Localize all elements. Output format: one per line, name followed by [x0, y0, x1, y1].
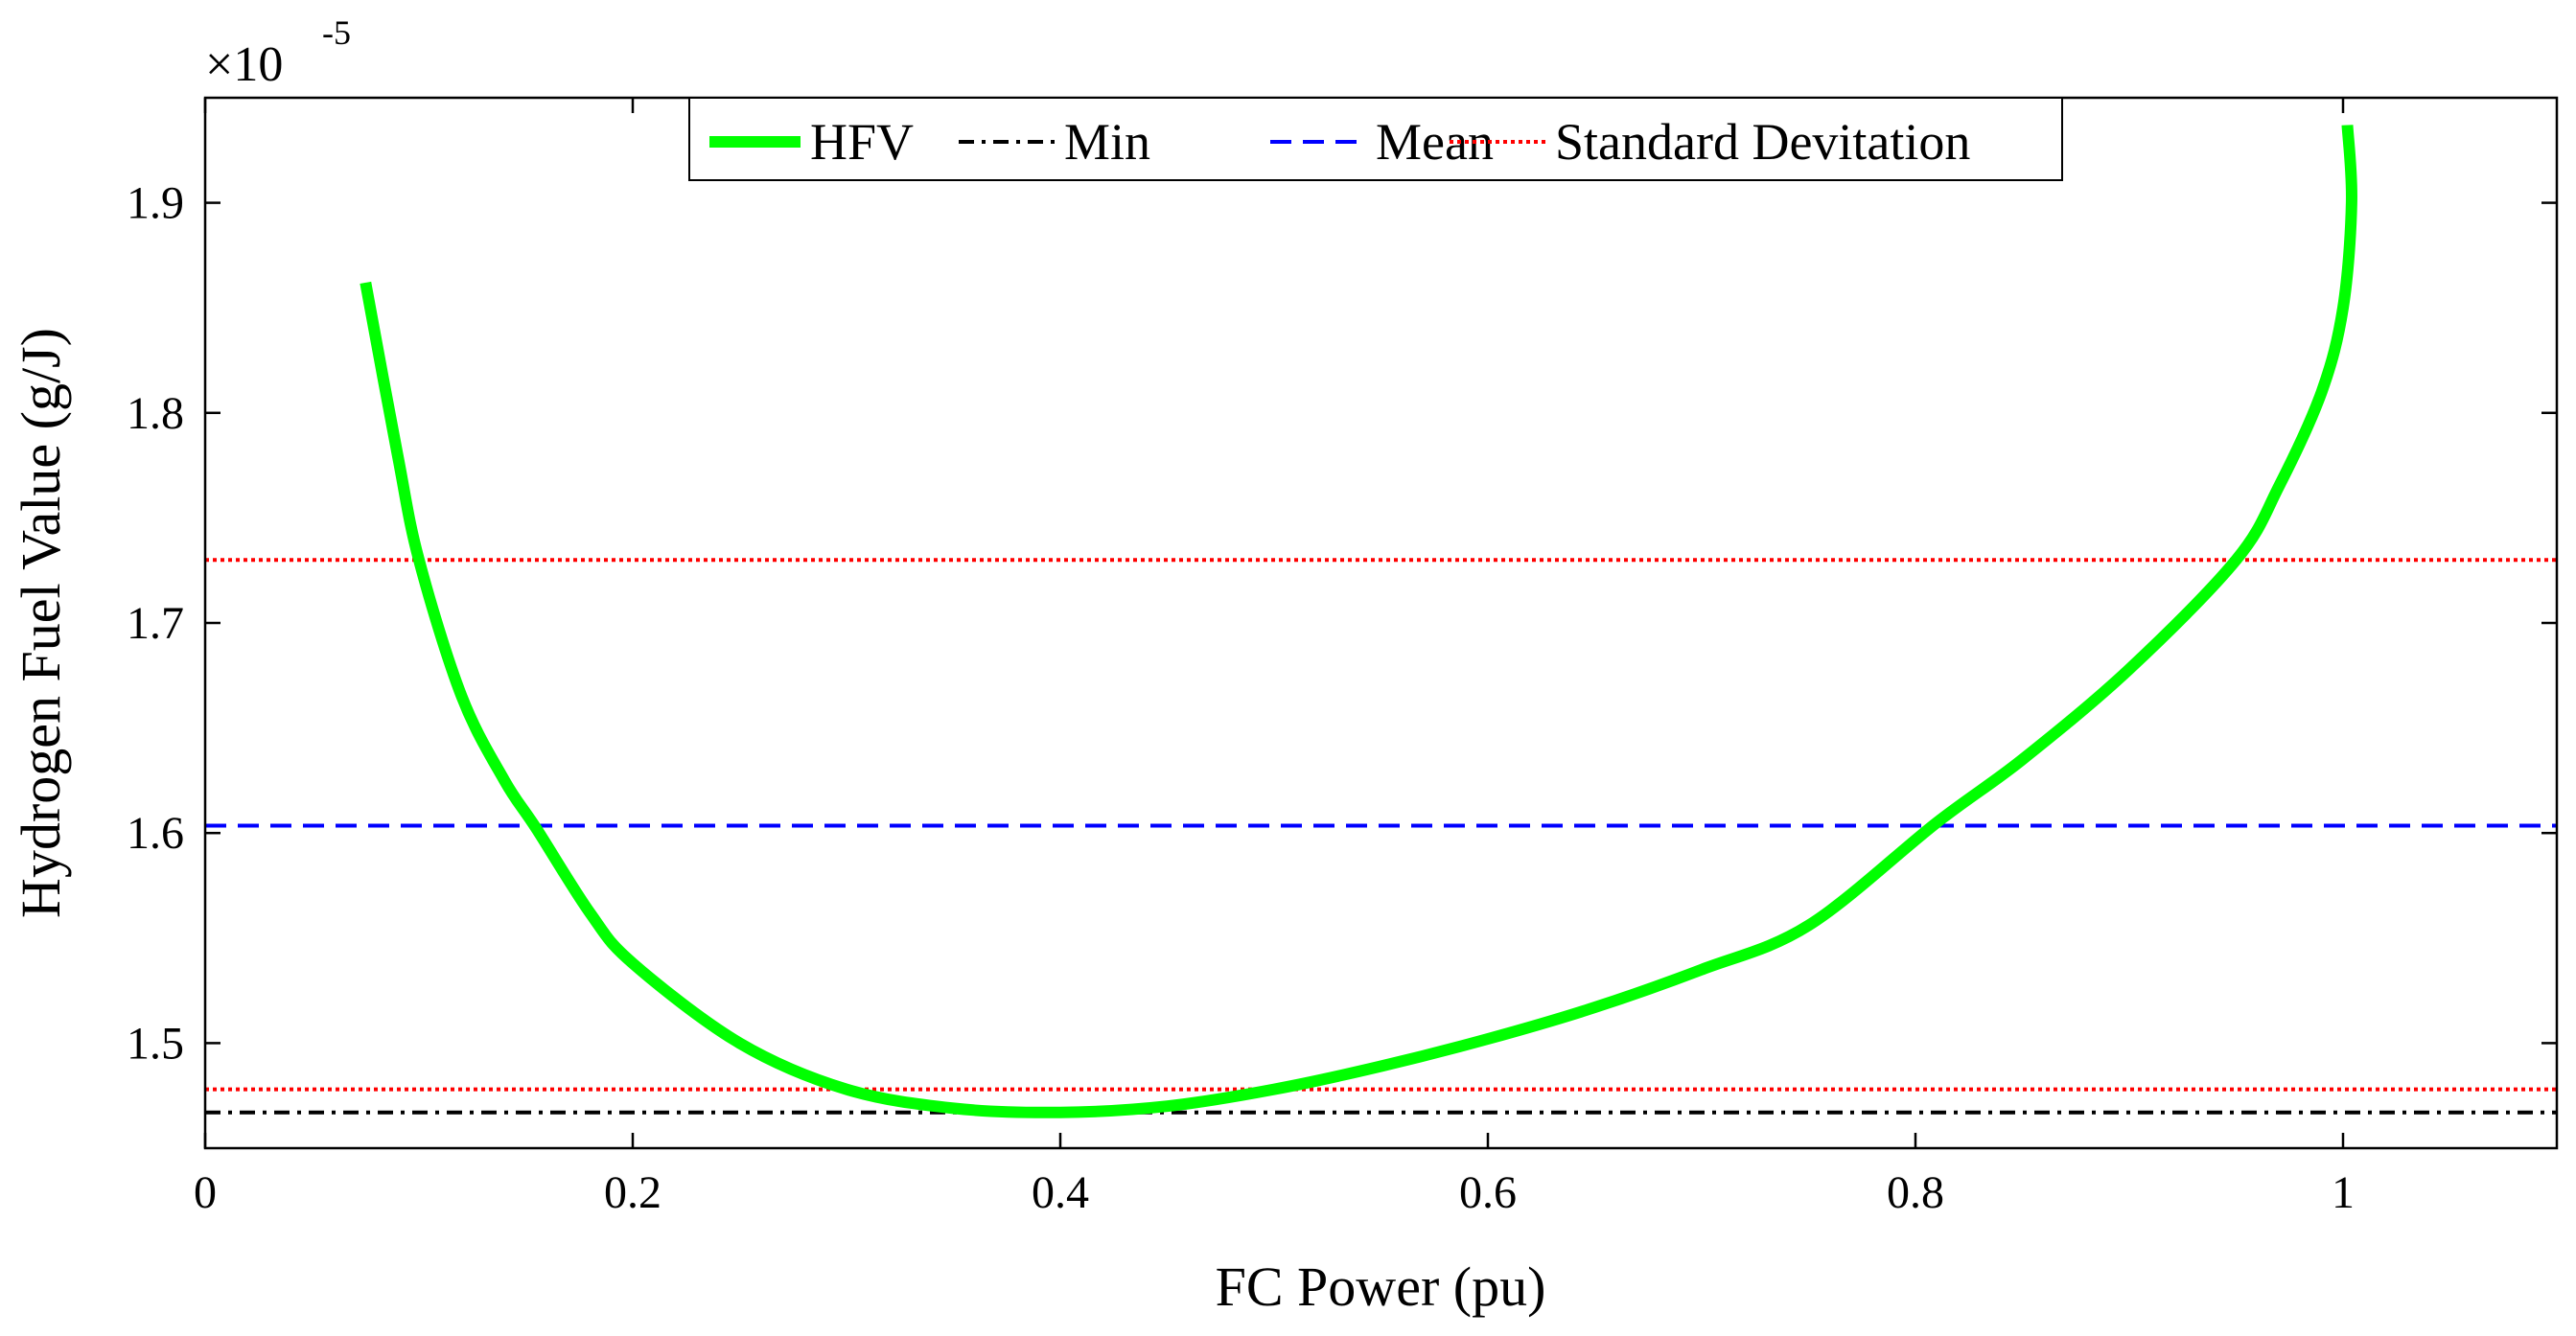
legend-label-min: Min: [1064, 113, 1150, 171]
y-tick-label: 1.8: [127, 388, 184, 439]
y-multiplier-base: ×10: [205, 37, 283, 92]
legend-label-standard-devitation: Standard Devitation: [1555, 113, 1970, 171]
hfv-curve: [360, 125, 2357, 1118]
legend-item-hfv: HFV: [709, 113, 914, 171]
plot-area: [205, 98, 2557, 1148]
x-axis-title: FC Power (pu): [1216, 1255, 1546, 1318]
legend-box: [688, 97, 2063, 181]
y-tick-label: 1.6: [127, 808, 184, 859]
y-axis-title: Hydrogen Fuel Value (g/J): [10, 328, 72, 918]
y-multiplier-exponent: -5: [322, 13, 351, 52]
x-tick-label: 0: [194, 1167, 217, 1218]
x-tick-label: 0.2: [604, 1167, 661, 1218]
y-tick-label: 1.9: [127, 178, 184, 229]
legend-item-standard-devitation: Standard Devitation: [1450, 113, 1970, 171]
legend-label-hfv: HFV: [810, 113, 914, 171]
legend-item-min: Min: [959, 113, 1150, 171]
y-tick-label: 1.7: [127, 598, 184, 649]
x-tick-label: 0.8: [1887, 1167, 1944, 1218]
legend: HFV Min Mean Standard Devitation: [688, 97, 2063, 181]
x-tick-label: 0.6: [1459, 1167, 1517, 1218]
x-tick-label: 1: [2332, 1167, 2355, 1218]
y-multiplier: ×10 -5: [205, 13, 351, 92]
y-tick-label: 1.5: [127, 1018, 184, 1069]
x-tick-label: 0.4: [1032, 1167, 1089, 1218]
